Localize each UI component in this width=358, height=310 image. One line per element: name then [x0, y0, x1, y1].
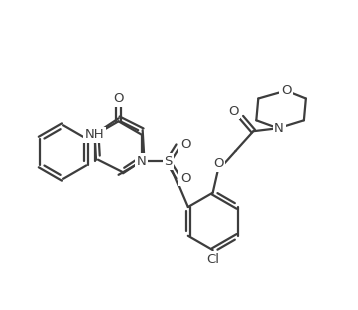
- Text: O: O: [180, 138, 190, 151]
- Text: N: N: [137, 155, 146, 168]
- Text: O: O: [180, 172, 190, 185]
- Text: O: O: [113, 92, 124, 105]
- Text: N: N: [274, 122, 284, 135]
- Text: O: O: [228, 105, 239, 118]
- Text: S: S: [164, 155, 173, 168]
- Text: NH: NH: [84, 128, 104, 141]
- Text: O: O: [281, 84, 291, 97]
- Text: Cl: Cl: [206, 253, 219, 266]
- Text: O: O: [213, 157, 224, 170]
